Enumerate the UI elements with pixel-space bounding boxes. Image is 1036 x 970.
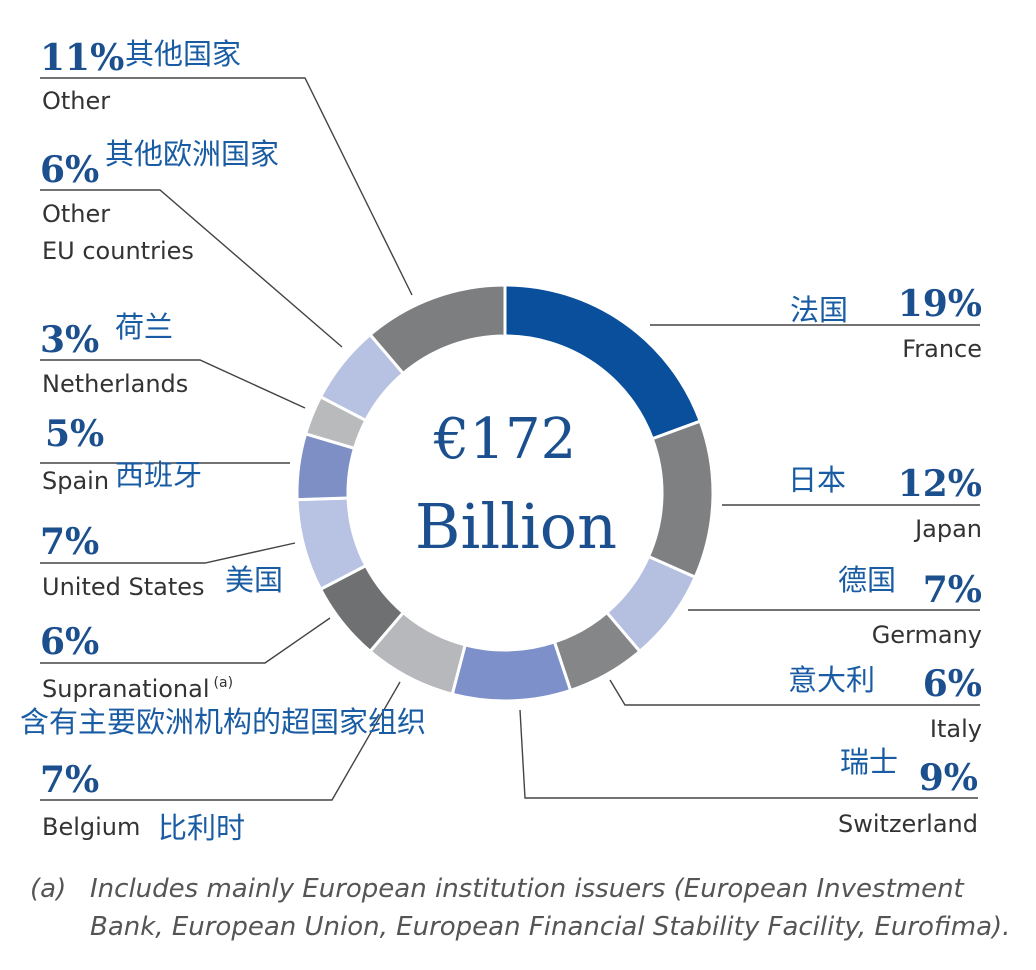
- chinese-label: 法国: [790, 293, 848, 327]
- value-label: 7%: [40, 521, 99, 563]
- chinese-label: 意大利: [788, 663, 875, 697]
- category-label: Switzerland: [838, 810, 978, 838]
- value-label: 6%: [40, 149, 99, 191]
- category-label: United States: [42, 573, 205, 601]
- value-label: 3%: [40, 319, 99, 361]
- category-label: Belgium: [42, 813, 140, 841]
- category-label: Netherlands: [42, 370, 188, 398]
- value-label: 9%: [919, 757, 978, 799]
- value-label: 6%: [40, 621, 99, 663]
- chinese-label: 西班牙: [115, 458, 202, 492]
- category-label: Other EU countries: [42, 200, 194, 265]
- category-label: Supranational: [42, 675, 210, 703]
- chinese-label: 美国: [225, 563, 283, 597]
- chart: €172 Billion 19% 法国 France 12% 日本 Japan 7% 德国 Ge…: [20, 37, 982, 845]
- chinese-label: 其他国家: [125, 37, 241, 71]
- center-unit: Billion: [415, 490, 617, 563]
- chinese-label: 其他欧洲国家: [105, 137, 279, 171]
- donut-segment: [450, 640, 573, 703]
- donut-segment: [368, 283, 507, 376]
- category-label: France: [902, 335, 982, 363]
- leader-line: [40, 617, 331, 664]
- category-label: Spain: [42, 467, 109, 495]
- leader-line: [40, 359, 306, 409]
- chinese-label: 荷兰: [115, 310, 173, 344]
- leader-line: [40, 189, 343, 348]
- category-label: Other: [42, 87, 110, 115]
- leader-line: [40, 77, 413, 296]
- center-value: €172: [433, 407, 577, 472]
- footnote-marker: (a): [30, 874, 67, 904]
- donut-segment: [646, 419, 715, 580]
- value-label: 7%: [923, 569, 982, 611]
- chinese-label: 比利时: [158, 811, 245, 845]
- leader-line: [609, 679, 980, 706]
- chinese-label: 瑞士: [840, 745, 898, 779]
- chinese-label: 含有主要欧洲机构的超国家组织: [20, 705, 426, 739]
- category-label: Japan: [913, 515, 982, 543]
- value-label: 12%: [898, 463, 982, 505]
- value-label: 19%: [898, 283, 982, 325]
- footnote-text: Includes mainly European institution iss…: [90, 874, 1011, 942]
- value-label: 7%: [40, 759, 99, 801]
- category-label: Italy: [930, 715, 982, 743]
- chinese-label: 日本: [788, 463, 846, 497]
- value-label: 6%: [923, 663, 982, 705]
- category-label: Germany: [872, 621, 982, 649]
- footnote: (a) Includes mainly European institution…: [30, 870, 1020, 946]
- value-label: 11%: [40, 37, 124, 79]
- value-label: 5%: [45, 413, 104, 455]
- leader-line: [519, 709, 978, 799]
- chinese-label: 德国: [838, 563, 896, 597]
- footnote-marker: (a): [214, 675, 234, 691]
- leader-line: [40, 542, 296, 564]
- leader-line: [40, 681, 401, 801]
